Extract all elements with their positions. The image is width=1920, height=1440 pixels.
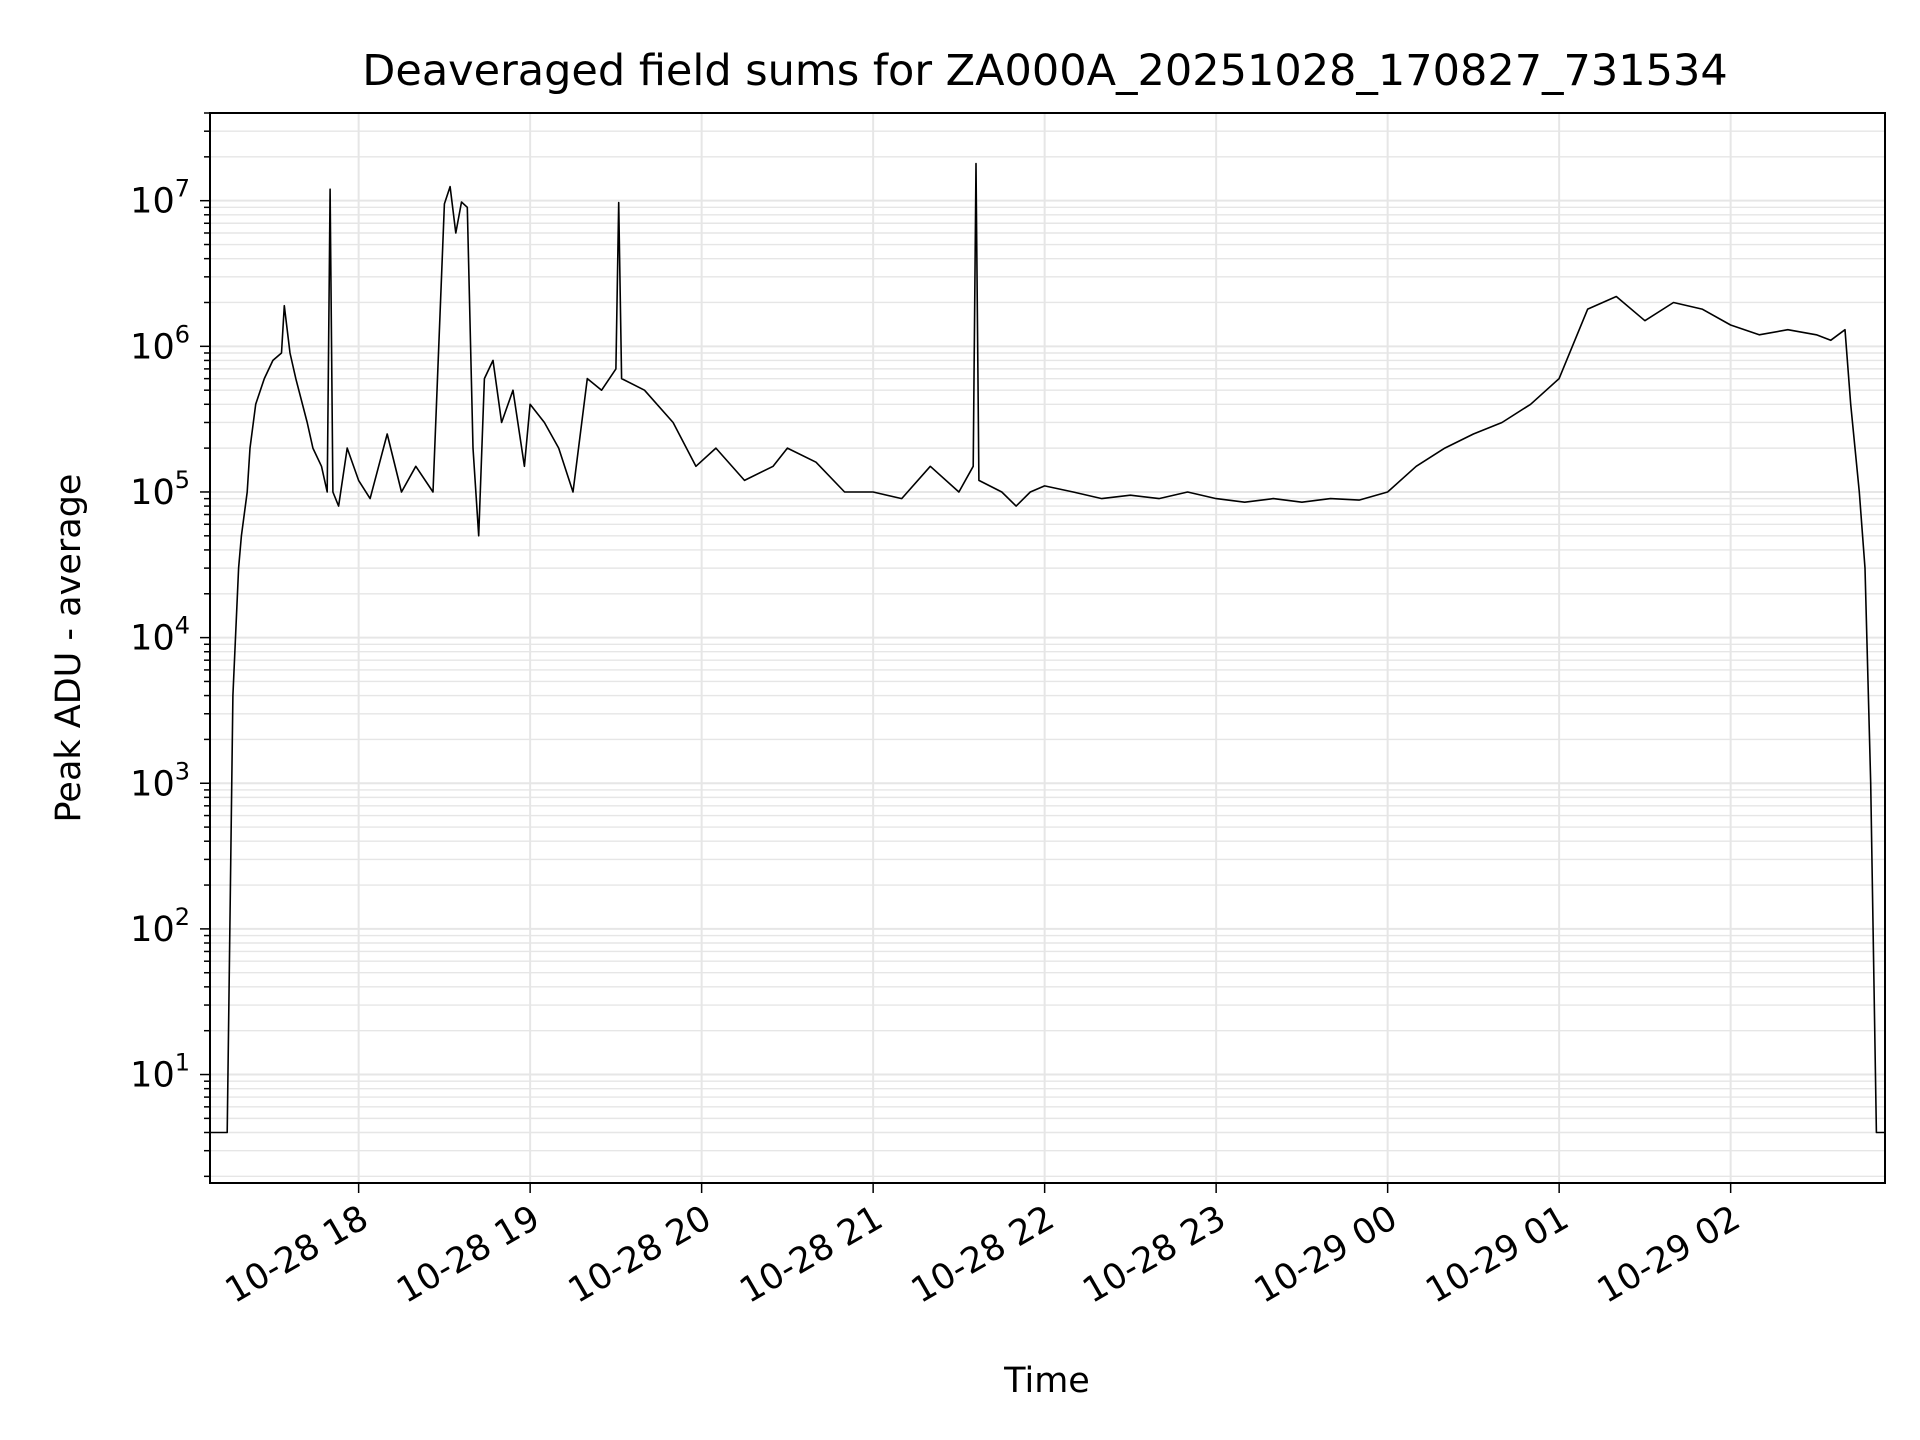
y-tick-label: 103: [130, 757, 190, 804]
y-tick-label: 104: [130, 612, 190, 659]
chart-title: Deaveraged field sums for ZA000A_2025102…: [362, 46, 1727, 96]
y-tick-label: 106: [130, 320, 190, 367]
x-axis-label: Time: [1003, 1361, 1090, 1401]
y-tick-label: 101: [130, 1049, 190, 1096]
y-axis: 101 102 103 104 105 106 107: [130, 112, 210, 1178]
grid: [210, 112, 1885, 1183]
y-axis-label: Peak ADU - average: [49, 474, 89, 823]
y-tick-label: 102: [130, 903, 190, 950]
y-tick-label: 107: [130, 175, 190, 222]
plot-frame: [209, 112, 1886, 1184]
y-tick-label: 105: [130, 466, 190, 513]
plot-area: [209, 112, 1886, 1184]
data-series-line: [210, 162, 1885, 1134]
